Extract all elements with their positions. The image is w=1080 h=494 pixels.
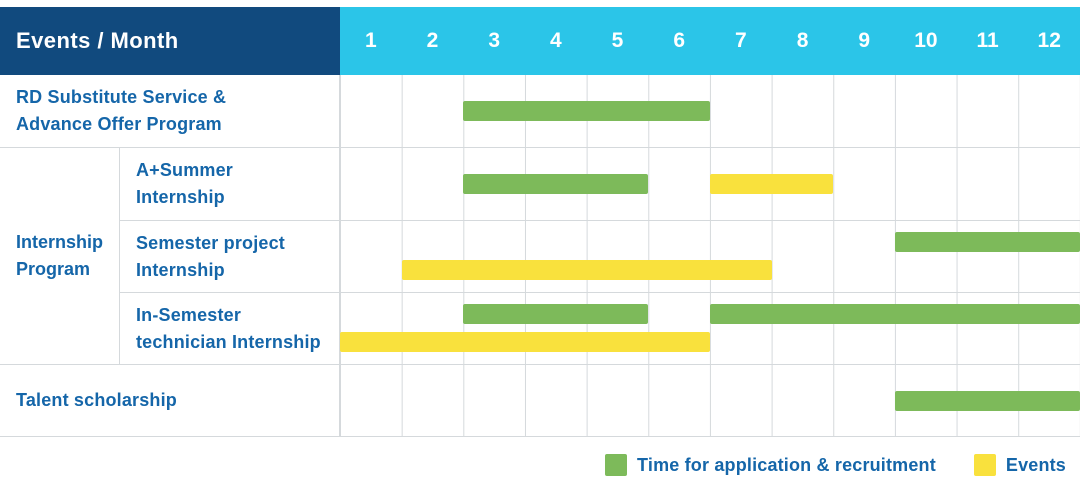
month-label-10: 10 bbox=[914, 29, 938, 52]
month-label-8: 8 bbox=[796, 29, 809, 52]
gantt-bar-application-recruitment bbox=[463, 101, 710, 121]
chart-area-talent-scholarship bbox=[340, 365, 1080, 436]
group-label-internship-program: Internship Program bbox=[0, 148, 120, 364]
gantt-bar-application-recruitment bbox=[895, 232, 1080, 252]
gantt-bar-application-recruitment bbox=[463, 304, 649, 324]
row-label-semester-project-internship: Semester project Internship bbox=[120, 221, 340, 292]
row-label-talent-scholarship: Talent scholarship bbox=[0, 365, 340, 436]
gantt-bar-events bbox=[401, 260, 772, 280]
legend-label-application-recruitment: Time for application & recruitment bbox=[637, 454, 936, 475]
legend-label-events: Events bbox=[1005, 454, 1066, 475]
month-label-7: 7 bbox=[735, 29, 747, 52]
gantt-table: Events / Month 1 2 3 4 5 6 7 8 9 10 11 1… bbox=[0, 7, 1080, 437]
chart-area-a-summer-internship bbox=[340, 148, 1080, 220]
chart-area-rd-substitute-service bbox=[340, 75, 1080, 147]
chart-area-in-semester-technician-internship bbox=[340, 293, 1080, 364]
group-internship-program: Internship Program A+Summer Internship S… bbox=[0, 147, 1080, 364]
legend-item-events: Events bbox=[973, 454, 1066, 476]
gantt-bar-events bbox=[340, 332, 710, 352]
row-a-summer-internship: A+Summer Internship bbox=[120, 148, 1080, 220]
row-talent-scholarship: Talent scholarship bbox=[0, 364, 1080, 436]
month-label-9: 9 bbox=[858, 29, 871, 52]
month-label-1: 1 bbox=[364, 29, 377, 52]
month-label-12: 12 bbox=[1037, 29, 1061, 52]
gantt-bar-application-recruitment bbox=[463, 174, 649, 194]
month-label-6: 6 bbox=[673, 29, 686, 52]
month-header: 1 2 3 4 5 6 7 8 9 10 11 12 bbox=[340, 7, 1080, 75]
header-row: Events / Month 1 2 3 4 5 6 7 8 9 10 11 1… bbox=[0, 7, 1080, 75]
month-label-3: 3 bbox=[488, 29, 501, 52]
group-rows-internship-program: A+Summer Internship Semester project Int… bbox=[120, 148, 1080, 364]
row-rd-substitute-service: RD Substitute Service & Advance Offer Pr… bbox=[0, 75, 1080, 147]
month-label-5: 5 bbox=[611, 29, 624, 52]
month-label-2: 2 bbox=[426, 29, 439, 52]
header-events-month-cell: Events / Month bbox=[0, 7, 340, 75]
row-label-a-summer-internship: A+Summer Internship bbox=[120, 148, 340, 220]
row-in-semester-technician-internship: In-Semester technician Internship bbox=[120, 292, 1080, 364]
gantt-bar-application-recruitment bbox=[895, 391, 1080, 411]
gantt-bar-application-recruitment bbox=[710, 304, 1080, 324]
gantt-bar-events bbox=[710, 174, 834, 194]
legend-swatch-yellow-icon bbox=[973, 454, 996, 476]
chart-area-semester-project-internship bbox=[340, 221, 1080, 292]
legend-swatch-green-icon bbox=[605, 454, 628, 476]
month-label-4: 4 bbox=[550, 29, 562, 52]
legend: Time for application & recruitment Event… bbox=[0, 454, 1080, 476]
row-label-rd-substitute-service: RD Substitute Service & Advance Offer Pr… bbox=[0, 75, 340, 147]
month-label-11: 11 bbox=[976, 29, 999, 52]
row-semester-project-internship: Semester project Internship bbox=[120, 220, 1080, 292]
legend-item-application-recruitment: Time for application & recruitment bbox=[605, 454, 936, 476]
row-label-in-semester-technician-internship: In-Semester technician Internship bbox=[120, 293, 340, 364]
